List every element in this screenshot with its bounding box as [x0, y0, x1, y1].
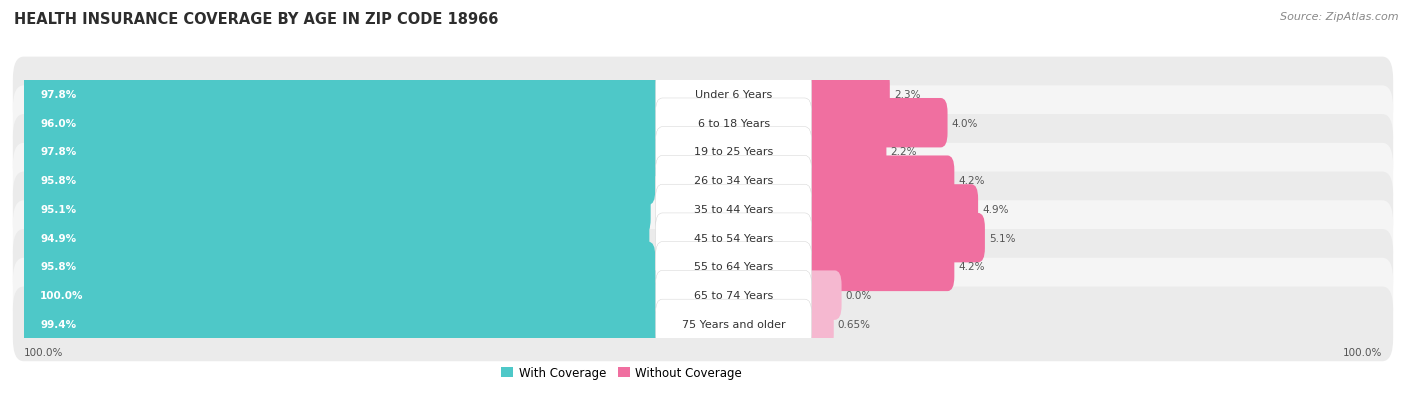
- Text: 4.2%: 4.2%: [959, 262, 986, 272]
- FancyBboxPatch shape: [13, 201, 1393, 275]
- FancyBboxPatch shape: [655, 299, 811, 349]
- FancyBboxPatch shape: [655, 70, 811, 119]
- Text: 100.0%: 100.0%: [1343, 347, 1382, 357]
- Text: 2.2%: 2.2%: [890, 147, 917, 157]
- FancyBboxPatch shape: [799, 128, 886, 177]
- FancyBboxPatch shape: [799, 214, 984, 263]
- Text: 4.9%: 4.9%: [983, 204, 1008, 214]
- Text: 99.4%: 99.4%: [39, 319, 76, 329]
- Text: 94.9%: 94.9%: [39, 233, 76, 243]
- FancyBboxPatch shape: [655, 99, 811, 148]
- Text: 0.65%: 0.65%: [838, 319, 870, 329]
- FancyBboxPatch shape: [655, 128, 811, 177]
- FancyBboxPatch shape: [799, 271, 842, 320]
- Text: 45 to 54 Years: 45 to 54 Years: [695, 233, 773, 243]
- FancyBboxPatch shape: [799, 242, 955, 292]
- Text: 2.3%: 2.3%: [894, 90, 921, 100]
- FancyBboxPatch shape: [17, 156, 655, 205]
- FancyBboxPatch shape: [799, 156, 955, 205]
- FancyBboxPatch shape: [655, 214, 811, 263]
- Text: 100.0%: 100.0%: [39, 290, 83, 300]
- FancyBboxPatch shape: [17, 299, 679, 349]
- FancyBboxPatch shape: [17, 99, 657, 148]
- Text: 95.1%: 95.1%: [39, 204, 76, 214]
- Text: 0.0%: 0.0%: [845, 290, 872, 300]
- Text: 95.8%: 95.8%: [39, 176, 76, 186]
- FancyBboxPatch shape: [17, 271, 683, 320]
- FancyBboxPatch shape: [799, 70, 890, 119]
- Text: 97.8%: 97.8%: [39, 147, 76, 157]
- Text: Under 6 Years: Under 6 Years: [695, 90, 772, 100]
- FancyBboxPatch shape: [13, 172, 1393, 247]
- FancyBboxPatch shape: [13, 230, 1393, 304]
- Text: 4.0%: 4.0%: [952, 119, 979, 128]
- Text: 97.8%: 97.8%: [39, 90, 76, 100]
- Text: 35 to 44 Years: 35 to 44 Years: [695, 204, 773, 214]
- FancyBboxPatch shape: [799, 99, 948, 148]
- FancyBboxPatch shape: [13, 115, 1393, 189]
- Text: HEALTH INSURANCE COVERAGE BY AGE IN ZIP CODE 18966: HEALTH INSURANCE COVERAGE BY AGE IN ZIP …: [14, 12, 499, 27]
- Text: 100.0%: 100.0%: [24, 347, 63, 357]
- FancyBboxPatch shape: [17, 70, 668, 119]
- Text: 95.8%: 95.8%: [39, 262, 76, 272]
- FancyBboxPatch shape: [17, 128, 668, 177]
- FancyBboxPatch shape: [17, 242, 655, 292]
- FancyBboxPatch shape: [17, 185, 651, 234]
- Text: Source: ZipAtlas.com: Source: ZipAtlas.com: [1281, 12, 1399, 22]
- Text: 6 to 18 Years: 6 to 18 Years: [697, 119, 769, 128]
- Legend: With Coverage, Without Coverage: With Coverage, Without Coverage: [501, 366, 742, 379]
- Text: 4.2%: 4.2%: [959, 176, 986, 186]
- FancyBboxPatch shape: [13, 143, 1393, 218]
- FancyBboxPatch shape: [799, 299, 834, 349]
- FancyBboxPatch shape: [799, 185, 979, 234]
- FancyBboxPatch shape: [655, 156, 811, 205]
- FancyBboxPatch shape: [655, 185, 811, 234]
- FancyBboxPatch shape: [655, 271, 811, 320]
- Text: 19 to 25 Years: 19 to 25 Years: [695, 147, 773, 157]
- Text: 96.0%: 96.0%: [39, 119, 76, 128]
- Text: 75 Years and older: 75 Years and older: [682, 319, 786, 329]
- Text: 55 to 64 Years: 55 to 64 Years: [695, 262, 773, 272]
- Text: 26 to 34 Years: 26 to 34 Years: [695, 176, 773, 186]
- FancyBboxPatch shape: [655, 242, 811, 292]
- FancyBboxPatch shape: [13, 258, 1393, 333]
- Text: 65 to 74 Years: 65 to 74 Years: [695, 290, 773, 300]
- FancyBboxPatch shape: [13, 57, 1393, 132]
- FancyBboxPatch shape: [13, 86, 1393, 161]
- Text: 5.1%: 5.1%: [988, 233, 1015, 243]
- FancyBboxPatch shape: [13, 287, 1393, 361]
- FancyBboxPatch shape: [17, 214, 650, 263]
